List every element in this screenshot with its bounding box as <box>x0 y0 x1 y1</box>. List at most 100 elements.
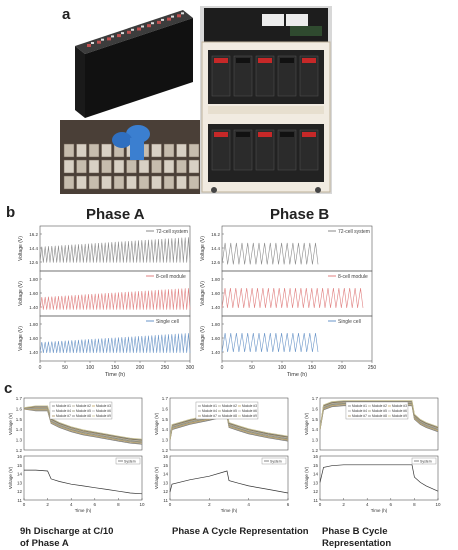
system-legend-box <box>261 457 287 465</box>
legend-label: 8-cell module <box>338 274 368 280</box>
y-tick-label: 13 <box>313 480 319 485</box>
photo-cell <box>138 175 150 190</box>
pack-terminal <box>181 12 184 15</box>
y-tick-label: 1.2 <box>16 448 23 453</box>
x-tick-label: 150 <box>111 365 120 371</box>
y-tick-label: 1.2 <box>162 448 169 453</box>
legend-label: Single cell <box>338 319 361 325</box>
pack-terminal <box>167 17 171 21</box>
y-tick-label: 1.80 <box>211 322 220 327</box>
x-tick-label: 200 <box>338 365 347 371</box>
photo-cell <box>101 175 112 190</box>
x-tick-label: 10 <box>435 502 441 507</box>
x-tick-label: 0 <box>221 365 224 371</box>
photo-cell <box>76 175 87 190</box>
legend-label: 72-cell system <box>156 229 188 235</box>
cabinet-cell <box>299 55 319 97</box>
y-tick-label: 13 <box>17 480 23 485</box>
y-tick-label: 1.80 <box>211 277 220 282</box>
photo-cell <box>88 143 100 158</box>
photo-cell <box>76 143 87 158</box>
x-tick-label: 200 <box>136 365 145 371</box>
y-tick-label: 1.6 <box>16 406 23 411</box>
cabinet-cell <box>299 129 319 171</box>
y-tick-label: 1.40 <box>211 350 220 355</box>
y-tick-label: 1.5 <box>312 417 319 422</box>
y-tick-label: 13 <box>163 480 169 485</box>
series-line <box>221 333 319 353</box>
y-tick-label: 1.3 <box>16 438 23 443</box>
cabinet-cell <box>211 55 231 97</box>
x-tick-label: 0 <box>319 502 322 507</box>
legend-label: Module #1 <box>352 404 367 408</box>
pack-terminal <box>141 25 144 28</box>
module-legend-box <box>345 401 409 420</box>
cabinet-cell <box>255 55 275 97</box>
y-tick-label: 1.5 <box>162 417 169 422</box>
battery-pack-illustration <box>75 10 193 118</box>
y-tick-label: 12.6 <box>29 260 38 265</box>
y-tick-label: 1.3 <box>162 438 169 443</box>
phase-a-title: Phase A <box>86 206 145 223</box>
photo-cell <box>176 159 187 174</box>
legend-label: Module #3 <box>96 404 111 408</box>
photo-cell <box>188 159 200 174</box>
legend-label: Module #6 <box>96 409 111 413</box>
module-line <box>24 408 143 443</box>
photo-cell <box>163 175 175 190</box>
legend-label: Module #7 <box>352 414 367 418</box>
module-line <box>23 408 143 444</box>
series-line <box>39 288 191 310</box>
cabinet-cell <box>233 55 253 97</box>
photo-cell <box>126 175 137 190</box>
y-tick-label: 1.80 <box>29 322 38 327</box>
x-tick-label: 4 <box>366 502 369 507</box>
plot-frame <box>23 397 143 451</box>
x-tick-label: 2 <box>46 502 49 507</box>
x-tick-label: 50 <box>62 365 68 371</box>
legend-label: Module #8 <box>372 414 387 418</box>
legend-label: Module #9 <box>96 414 111 418</box>
plot-frame <box>169 455 289 501</box>
plot-frame <box>23 455 143 501</box>
y-tick-label: 15 <box>163 463 169 468</box>
series-line <box>221 242 319 265</box>
series-line <box>39 333 191 353</box>
y-tick-label: 16 <box>163 454 169 459</box>
series-line <box>221 288 364 308</box>
x-axis-label: Time (h) <box>371 508 388 513</box>
photo-cell <box>76 159 87 174</box>
y-tick-label: 12 <box>313 489 319 494</box>
pack-terminal <box>91 42 94 44</box>
x-tick-label: 150 <box>308 365 317 371</box>
y-tick-label: 1.60 <box>211 291 220 296</box>
module-line <box>23 406 143 441</box>
y-axis-label: Voltage (V) <box>154 412 159 435</box>
legend-label: Module #7 <box>56 414 71 418</box>
photo-cell <box>63 159 75 174</box>
y-tick-label: 16 <box>313 454 319 459</box>
pack-terminal <box>151 22 154 25</box>
y-axis-label: Voltage (V) <box>8 466 13 489</box>
phase-b-title: Phase B <box>270 206 330 223</box>
pack-terminal <box>137 27 141 31</box>
legend-label: Module #1 <box>202 404 217 408</box>
plot-frame <box>319 455 439 501</box>
cabinet-cable <box>214 132 228 137</box>
y-axis-label: Voltage (V) <box>304 466 309 489</box>
legend-label: System <box>124 460 136 464</box>
module-line <box>319 400 439 429</box>
x-axis-label: Time (h) <box>75 508 92 513</box>
x-tick-label: 250 <box>161 365 170 371</box>
pack-terminal <box>131 28 134 31</box>
cabinet-cell <box>233 129 253 171</box>
pack-terminal <box>117 34 121 38</box>
y-tick-label: 1.3 <box>312 438 319 443</box>
y-tick-label: 14 <box>17 472 23 477</box>
photo-cell <box>151 159 162 174</box>
pack-terminal <box>107 37 111 41</box>
pack-terminal <box>111 35 114 38</box>
y-tick-label: 1.60 <box>211 336 220 341</box>
x-tick-label: 0 <box>39 365 42 371</box>
